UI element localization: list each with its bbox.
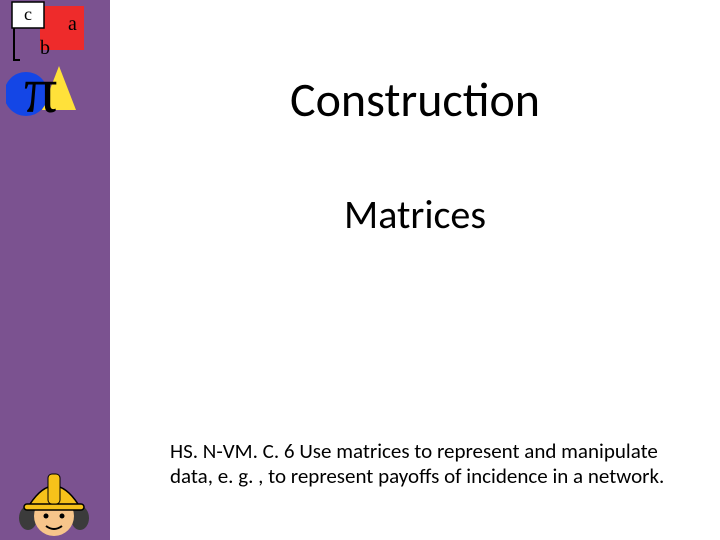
svg-text:π: π [24,54,57,127]
svg-text:a: a [68,13,77,35]
standard-text: HS. N-VM. C. 6 Use matrices to represent… [170,439,680,490]
construction-worker-icon [18,460,90,540]
math-logo: c a b π [6,0,96,130]
slide-subtitle: Matrices [110,190,720,239]
slide-title: Construction [110,70,720,129]
svg-text:c: c [24,4,32,24]
sidebar: c a b π [0,0,110,540]
slide-content: Construction Matrices HS. N-VM. C. 6 Use… [110,0,720,540]
